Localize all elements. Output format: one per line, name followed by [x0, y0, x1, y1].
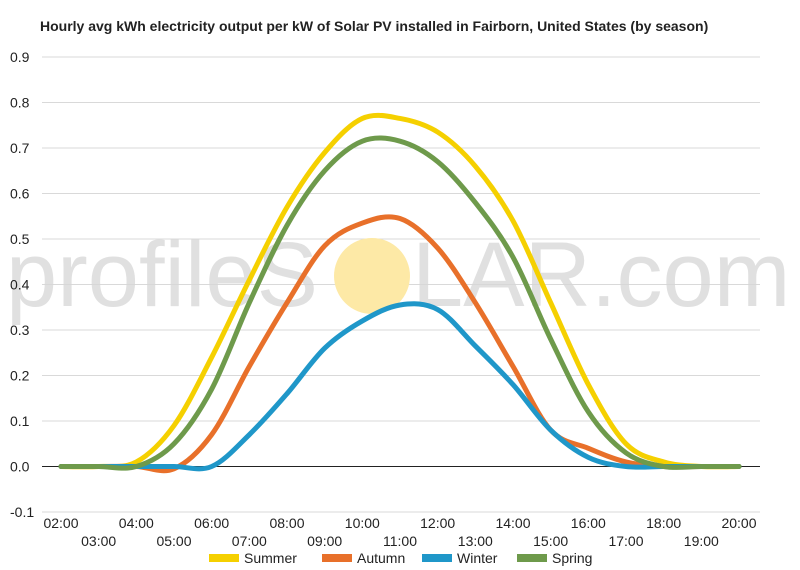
x-tick-label: 10:00: [345, 515, 380, 531]
gridlines: [42, 56, 760, 513]
y-tick-label: 0.7: [10, 140, 30, 156]
y-tick-label: 0.6: [10, 186, 30, 202]
x-axis-ticks: 02:0003:0004:0005:0006:0007:0008:0009:00…: [43, 515, 756, 549]
legend-label-winter: Winter: [457, 550, 498, 566]
y-tick-label: 0.1: [10, 413, 30, 429]
watermark-text-right: LAR.com: [412, 224, 790, 326]
y-tick-label: 0.8: [10, 95, 30, 111]
watermark-text-left: profileS: [6, 224, 318, 326]
x-tick-label: 19:00: [684, 533, 719, 549]
legend-label-summer: Summer: [244, 550, 297, 566]
legend-swatch-winter: [422, 554, 452, 562]
x-tick-label: 07:00: [232, 533, 267, 549]
x-tick-label: 16:00: [571, 515, 606, 531]
series-lines: [58, 112, 742, 474]
x-tick-label: 13:00: [458, 533, 493, 549]
y-tick-label: 0.0: [10, 459, 30, 475]
y-tick-label: 0.3: [10, 322, 30, 338]
x-tick-label: 04:00: [119, 515, 154, 531]
x-tick-label: 18:00: [646, 515, 681, 531]
x-tick-label: 08:00: [269, 515, 304, 531]
legend-label-spring: Spring: [552, 550, 592, 566]
x-tick-label: 02:00: [43, 515, 78, 531]
chart-title: Hourly avg kWh electricity output per kW…: [40, 18, 709, 34]
x-tick-label: 11:00: [383, 533, 417, 549]
x-tick-label: 14:00: [495, 515, 530, 531]
y-tick-label: 0.4: [10, 277, 30, 293]
legend-swatch-summer: [209, 554, 239, 562]
y-tick-label: 0.9: [10, 49, 30, 65]
x-tick-label: 20:00: [721, 515, 756, 531]
x-tick-label: 09:00: [307, 533, 342, 549]
legend: Summer Autumn Winter Spring: [209, 550, 592, 566]
legend-label-autumn: Autumn: [357, 550, 405, 566]
legend-swatch-autumn: [322, 554, 352, 562]
watermark: profileS LAR.com: [6, 224, 790, 326]
series-line-spring: [58, 135, 742, 471]
watermark-sun-icon: [334, 238, 410, 314]
series-line-summer: [58, 112, 742, 470]
legend-swatch-spring: [517, 554, 547, 562]
x-tick-label: 06:00: [194, 515, 229, 531]
y-tick-label: 0.5: [10, 231, 30, 247]
x-tick-label: 05:00: [156, 533, 191, 549]
x-tick-label: 15:00: [533, 533, 568, 549]
y-tick-label: 0.2: [10, 368, 30, 384]
x-tick-label: 03:00: [81, 533, 116, 549]
x-tick-label: 17:00: [608, 533, 643, 549]
x-tick-label: 12:00: [420, 515, 455, 531]
series-line-winter: [58, 301, 742, 472]
y-tick-label: -0.1: [10, 504, 34, 520]
y-axis-ticks: -0.1 0.0 0.1 0.2 0.3 0.4 0.5 0.6 0.7 0.8 0.9: [10, 49, 34, 520]
